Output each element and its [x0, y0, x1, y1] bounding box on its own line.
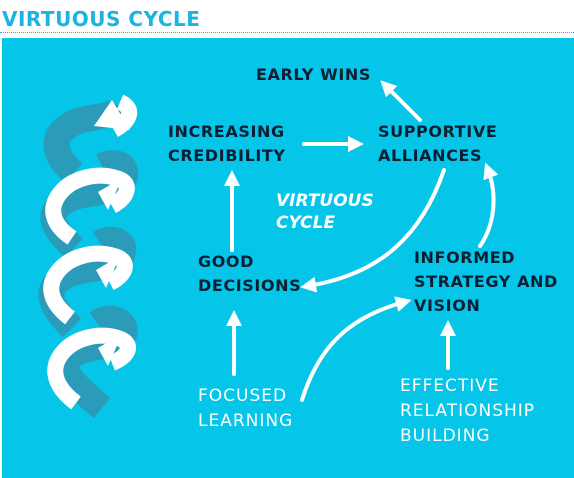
arrow-alliances-to-decisions [300, 168, 446, 293]
node-good-decisions: GOOD DECISIONS [198, 252, 302, 295]
node-effective-relationship: EFFECTIVE RELATIONSHIP BUILDING [400, 376, 536, 446]
node-increasing-credibility: INCREASING CREDIBILITY [168, 122, 286, 165]
cycle-center-label: VIRTUOUS CYCLE [276, 191, 374, 233]
title-divider [0, 32, 574, 33]
cycle-diagram [38, 80, 499, 418]
node-informed-strategy: INFORMED STRATEGY AND VISION [414, 248, 558, 315]
diagram-panel: EARLY WINS INCREASING CREDIBILITY SUPPOR… [2, 38, 574, 478]
spiral-arrow-icon [38, 94, 139, 418]
node-focused-learning: FOCUSED LEARNING [198, 386, 294, 431]
arrow-alliances-to-early-wins [380, 80, 422, 122]
node-early-wins: EARLY WINS [256, 65, 372, 84]
node-supportive-alliances: SUPPORTIVE ALLIANCES [378, 122, 498, 165]
page-title: VIRTUOUS CYCLE [2, 7, 201, 31]
arrow-strategy-to-alliances [478, 162, 499, 248]
arrow-learning-to-strategy [300, 296, 412, 402]
